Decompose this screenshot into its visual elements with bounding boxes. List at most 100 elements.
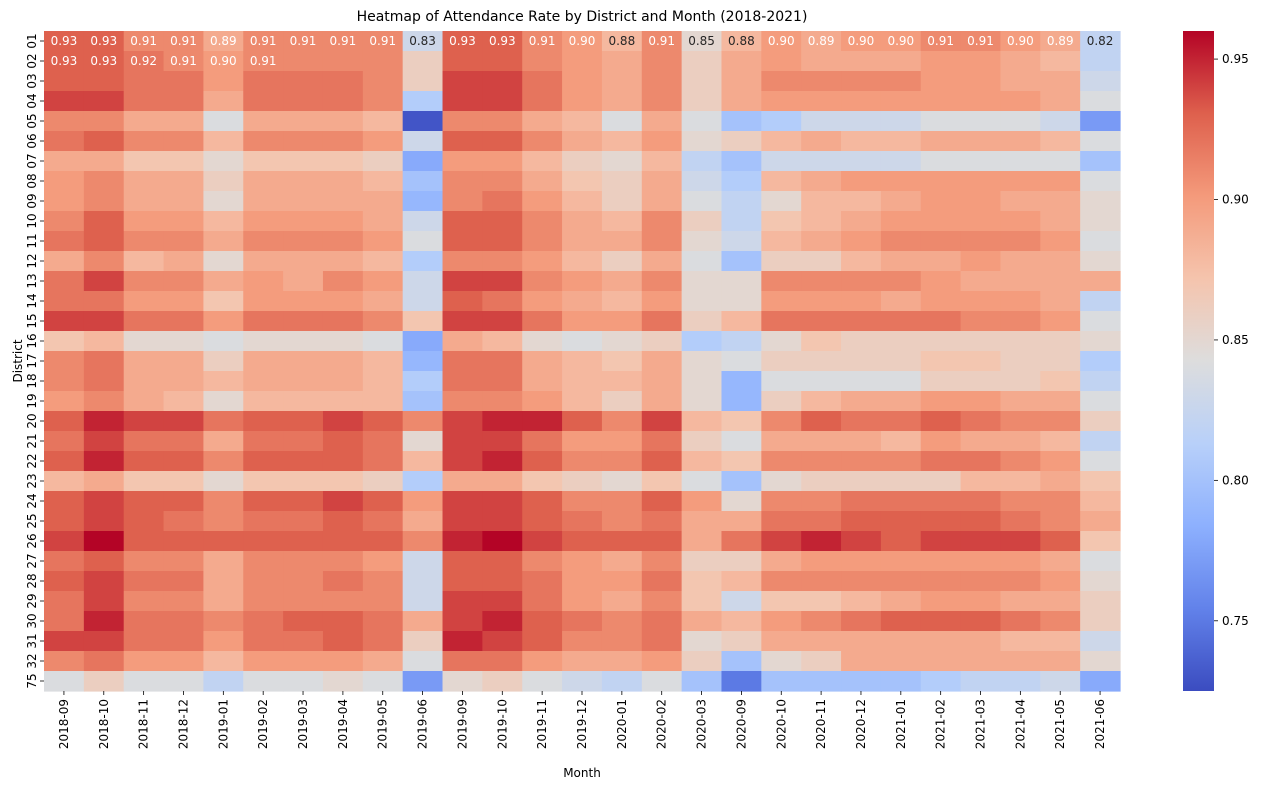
heatmap-cell xyxy=(801,671,842,692)
x-tick-label: 2019-12 xyxy=(575,699,589,749)
heatmap-cell xyxy=(1080,351,1121,372)
heatmap-cell xyxy=(801,251,842,272)
heatmap-cell xyxy=(322,31,364,52)
heatmap-cell xyxy=(641,371,683,392)
heatmap-cell xyxy=(761,611,802,632)
heatmap-cell xyxy=(841,391,882,412)
heatmap-cell xyxy=(841,311,882,332)
heatmap-cell xyxy=(123,191,165,212)
y-tick-label: 31 xyxy=(25,633,39,648)
heatmap-cell xyxy=(402,191,444,212)
x-axis-label: Month xyxy=(563,766,601,780)
heatmap-cell xyxy=(1040,351,1081,372)
heatmap-cell xyxy=(283,471,324,492)
heatmap-cell xyxy=(841,131,882,152)
heatmap-cell xyxy=(123,311,165,332)
heatmap-cell xyxy=(522,451,563,472)
cell-annotation: 0.88 xyxy=(728,34,755,48)
heatmap-cell xyxy=(163,271,205,292)
heatmap-cell xyxy=(880,231,922,252)
x-tick-label: 2018-10 xyxy=(97,699,111,749)
heatmap-cell xyxy=(322,631,364,652)
heatmap-cell xyxy=(442,451,483,472)
heatmap-cell xyxy=(761,491,802,512)
heatmap-cell xyxy=(522,211,563,232)
heatmap-cell xyxy=(1000,251,1041,272)
heatmap-cell xyxy=(641,571,683,592)
heatmap-cell xyxy=(721,271,762,292)
heatmap-cell xyxy=(601,311,643,332)
heatmap-cell xyxy=(83,411,125,432)
y-tick-label: 03 xyxy=(25,73,39,88)
heatmap-cell xyxy=(402,91,444,112)
x-tick-label: 2021-03 xyxy=(974,699,988,749)
heatmap-cell xyxy=(1000,131,1041,152)
cell-annotation: 0.90 xyxy=(1007,34,1034,48)
heatmap-cell xyxy=(362,471,404,492)
heatmap-cell xyxy=(641,431,683,452)
heatmap-cell xyxy=(163,571,205,592)
cell-annotation: 0.91 xyxy=(529,34,556,48)
heatmap-cell xyxy=(1040,671,1081,692)
heatmap-cell xyxy=(123,251,165,272)
heatmap-cell xyxy=(163,551,205,572)
heatmap-cell xyxy=(442,571,483,592)
heatmap-cell xyxy=(681,551,723,572)
heatmap-cell xyxy=(243,191,284,212)
heatmap-cell xyxy=(322,131,364,152)
heatmap-cell xyxy=(44,211,85,232)
heatmap-cell xyxy=(1000,451,1041,472)
heatmap-cell xyxy=(402,211,444,232)
heatmap-cell xyxy=(841,171,882,192)
heatmap-cell xyxy=(482,351,523,372)
heatmap-cell xyxy=(601,391,643,412)
heatmap-cell xyxy=(960,111,1002,132)
heatmap-cell xyxy=(1040,551,1081,572)
heatmap-cell xyxy=(562,291,603,312)
x-tick-label: 2019-06 xyxy=(416,699,430,749)
heatmap-cell xyxy=(203,551,244,572)
heatmap-cell xyxy=(920,531,962,552)
heatmap-cell xyxy=(402,71,444,92)
heatmap-cell xyxy=(841,471,882,492)
heatmap-cell xyxy=(322,611,364,632)
heatmap-cell xyxy=(203,351,244,372)
heatmap-cell xyxy=(83,291,125,312)
heatmap-cell xyxy=(562,651,603,672)
heatmap-cell xyxy=(920,471,962,492)
heatmap-cell xyxy=(801,551,842,572)
heatmap-cell xyxy=(761,51,802,72)
heatmap-cell xyxy=(1080,371,1121,392)
heatmap-cell xyxy=(283,551,324,572)
cell-annotation: 0.91 xyxy=(330,34,357,48)
cell-annotation: 0.91 xyxy=(250,34,277,48)
cell-annotation: 0.91 xyxy=(927,34,954,48)
heatmap-cell xyxy=(841,351,882,372)
heatmap-cell xyxy=(83,311,125,332)
heatmap-cell xyxy=(482,371,523,392)
heatmap-cell xyxy=(681,411,723,432)
cell-annotation: 0.88 xyxy=(608,34,635,48)
heatmap-cell xyxy=(442,191,483,212)
heatmap-cell xyxy=(761,431,802,452)
heatmap-cell xyxy=(522,311,563,332)
heatmap-cell xyxy=(1080,391,1121,412)
heatmap-cell xyxy=(1080,171,1121,192)
heatmap-cell xyxy=(283,671,324,692)
heatmap-cell xyxy=(163,51,205,72)
x-tick-label: 2020-02 xyxy=(655,699,669,749)
heatmap-cell xyxy=(1080,311,1121,332)
heatmap-cell xyxy=(44,531,85,552)
heatmap-cell xyxy=(163,331,205,352)
heatmap-cell xyxy=(283,111,324,132)
cell-annotation: 0.93 xyxy=(489,34,516,48)
heatmap-cell xyxy=(641,71,683,92)
heatmap-cell xyxy=(1040,511,1081,532)
heatmap-cell xyxy=(83,351,125,372)
heatmap-cell xyxy=(163,611,205,632)
heatmap-cell xyxy=(960,91,1002,112)
heatmap-cell xyxy=(960,331,1002,352)
heatmap-cell xyxy=(123,411,165,432)
heatmap-cell xyxy=(841,371,882,392)
colorbar-tick-label: 0.85 xyxy=(1222,333,1249,347)
